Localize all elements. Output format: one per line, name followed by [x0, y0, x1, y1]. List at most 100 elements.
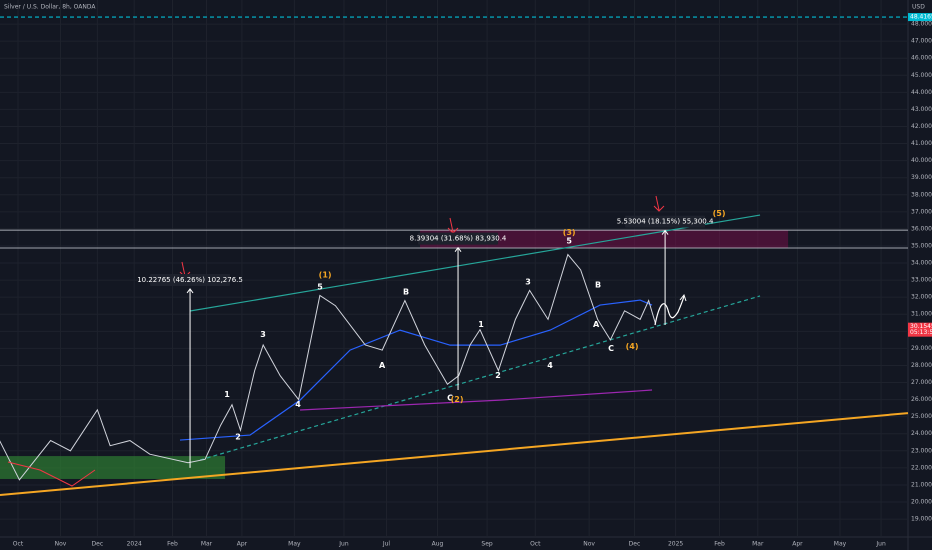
y-tick-label: 33.00000 [911, 277, 932, 284]
wave-label: B [403, 288, 409, 297]
wave-label: (2) [451, 395, 464, 404]
y-tick-label: 28.00000 [911, 362, 932, 369]
wave-label: C [447, 393, 453, 402]
y-tick-label: 48.00000 [911, 21, 932, 28]
x-tick-label: Nov [55, 541, 67, 548]
x-tick-label: May [834, 541, 847, 548]
y-tick-label: 25.00000 [911, 413, 932, 420]
x-tick-label: May [288, 541, 301, 548]
wave-label: (3) [563, 228, 576, 237]
measure-label: 5.53004 (18.15%) 55,300.4 [617, 218, 714, 226]
x-tick-label: Dec [629, 541, 641, 548]
y-tick-label: 37.00000 [911, 208, 932, 215]
price-tag-label: 48.41651 [910, 14, 932, 21]
y-tick-label: 31.00000 [911, 311, 932, 318]
wave-label: (5) [713, 209, 726, 218]
y-tick-label: 43.00000 [911, 106, 932, 113]
wave-label: 1 [224, 390, 230, 399]
measure-box [418, 232, 499, 245]
x-tick-label: Aug [432, 541, 444, 548]
projection-arrow [679, 293, 687, 302]
x-tick-label: Jun [875, 541, 886, 548]
trend-line [199, 295, 761, 461]
y-tick-label: 36.00000 [911, 225, 932, 232]
x-tick-label: Sep [481, 541, 493, 548]
x-tick-label: Mar [201, 541, 213, 548]
x-tick-label: Feb [167, 541, 178, 548]
y-tick-label: 19.00000 [911, 516, 932, 523]
y-tick-label: 46.00000 [911, 55, 932, 62]
wave-label: 5 [317, 282, 323, 291]
y-tick-label: 26.00000 [911, 396, 932, 403]
y-tick-label: 22.00000 [911, 464, 932, 471]
wave-label: (4) [626, 342, 639, 351]
y-tick-label: 35.00000 [911, 242, 932, 249]
measure-arrow [454, 246, 462, 252]
x-tick-label: Oct [530, 541, 541, 548]
measure-arrow [661, 229, 669, 235]
y-tick-label: 47.00000 [911, 38, 932, 45]
measure-arrow [186, 288, 194, 294]
wave-label: 4 [547, 361, 553, 370]
x-tick-label: Nov [583, 541, 595, 548]
x-tick-label: Oct [13, 541, 24, 548]
trend-line [179, 299, 653, 441]
x-tick-label: Feb [714, 541, 725, 548]
x-tick-label: Dec [92, 541, 104, 548]
y-tick-label: 44.00000 [911, 89, 932, 96]
y-tick-label: 34.00000 [911, 260, 932, 267]
y-tick-label: 38.00000 [911, 191, 932, 198]
x-tick-label: 2024 [127, 541, 142, 548]
projection-sketch [654, 295, 685, 326]
trend-line [299, 389, 653, 411]
x-tick-label: Apr [237, 541, 248, 548]
red-arrow [653, 195, 665, 212]
measure-label: 8.39304 (31.68%) 83,930.4 [410, 235, 507, 243]
y-tick-label: 45.00000 [911, 72, 932, 79]
plot [0, 0, 909, 537]
last-price-tag [908, 322, 932, 337]
wave-label: 1 [478, 320, 484, 329]
measure-box [625, 215, 706, 228]
y-tick-label: 21.00000 [911, 481, 932, 488]
red-arrow [7, 461, 96, 487]
wave-label: 3 [260, 330, 266, 339]
wave-label: 2 [235, 433, 241, 442]
trend-line [0, 412, 909, 497]
x-tick-label: Apr [792, 541, 803, 548]
wave-label: A [379, 361, 386, 370]
y-tick-label: 23.00000 [911, 447, 932, 454]
countdown-label: 05:13:56 [910, 329, 932, 336]
y-tick-label: 27.00000 [911, 379, 932, 386]
wave-label: (1) [319, 270, 332, 279]
y-tick-label: 39.00000 [911, 174, 932, 181]
wave-label: 5 [566, 236, 572, 245]
x-tick-label: Jun [338, 541, 349, 548]
y-tick-label: 42.00000 [911, 123, 932, 130]
y-tick-label: 40.00000 [911, 157, 932, 164]
wave-label: 2 [495, 371, 501, 380]
y-tick-label: 20.00000 [911, 499, 932, 506]
wave-label: 3 [525, 277, 531, 286]
zone [0, 456, 226, 479]
y-tick-label: 41.00000 [911, 140, 932, 147]
zone [420, 230, 789, 249]
measure-box [150, 273, 231, 286]
wave-label: A [593, 320, 600, 329]
x-tick-label: Jul [382, 541, 391, 548]
measure-label: 10.22765 (46.26%) 102,276.5 [137, 276, 243, 284]
y-tick-label: 29.00000 [911, 345, 932, 352]
last-price-label: 30.15450 [910, 323, 932, 330]
price-tag [908, 13, 932, 22]
x-tick-label: Mar [752, 541, 764, 548]
wave-label: C [608, 344, 614, 353]
y-tick-label: 24.00000 [911, 430, 932, 437]
symbol-title: Silver / U.S. Dollar, 8h, OANDA [4, 4, 96, 11]
y-tick-label: 32.00000 [911, 294, 932, 301]
currency: USD [912, 4, 925, 11]
x-tick-label: 2025 [668, 541, 683, 548]
price-line [0, 253, 657, 481]
wave-label: B [595, 281, 601, 290]
wave-label: 4 [295, 400, 301, 409]
